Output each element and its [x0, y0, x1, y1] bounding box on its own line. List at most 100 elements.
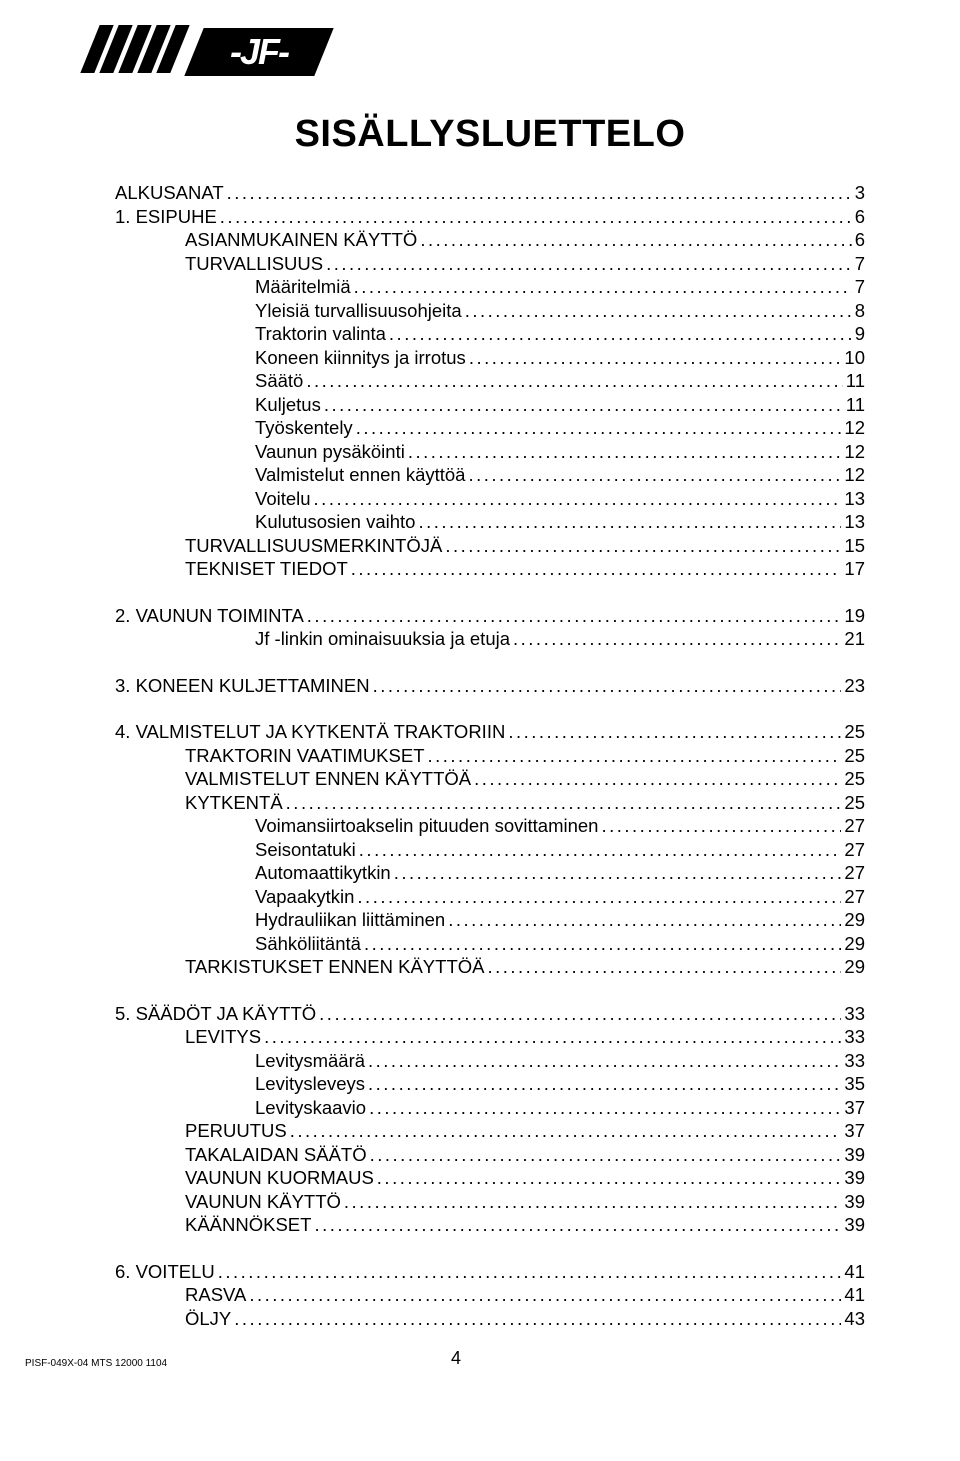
toc-entry-page: 39	[844, 1166, 865, 1190]
footer: PISF-049X-04 MTS 12000 1104 4	[0, 1330, 960, 1369]
toc-entry: Kulutusosien vaihto 13	[255, 510, 865, 534]
toc-entry-page: 15	[844, 534, 865, 558]
toc-leader-dots	[389, 322, 852, 346]
toc-leader-dots	[418, 510, 841, 534]
toc-leader-dots	[368, 1049, 841, 1073]
toc-entry-page: 25	[844, 791, 865, 815]
toc-entry: Sähköliitäntä29	[255, 932, 865, 956]
toc-entry: 5. SÄÄDÖT JA KÄYTTÖ33	[115, 1002, 865, 1026]
logo-stripes	[90, 25, 185, 78]
toc-entry: ÖLJY43	[185, 1307, 865, 1331]
toc-leader-dots	[448, 908, 841, 932]
toc-entry-page: 37	[844, 1119, 865, 1143]
toc-entry-page: 27	[844, 814, 865, 838]
toc-section-gap	[115, 651, 865, 674]
toc-leader-dots	[351, 557, 842, 581]
toc: ALKUSANAT31. ESIPUHE6ASIANMUKAINEN KÄYTT…	[115, 181, 865, 1330]
toc-entry-label: Kulutusosien vaihto	[255, 510, 415, 534]
toc-entry: TAKALAIDAN SÄÄTÖ39	[185, 1143, 865, 1167]
toc-entry: KÄÄNNÖKSET39	[185, 1213, 865, 1237]
toc-entry-label: RASVA	[185, 1283, 246, 1307]
toc-entry-page: 3	[855, 181, 865, 205]
toc-entry-label: KYTKENTÄ	[185, 791, 283, 815]
toc-entry-page: 41	[844, 1283, 865, 1307]
toc-entry-label: TURVALLISUUSMERKINTÖJÄ	[185, 534, 442, 558]
toc-entry-page: 11	[846, 369, 865, 393]
toc-leader-dots	[314, 1213, 841, 1237]
toc-entry-page: 39	[844, 1190, 865, 1214]
toc-entry: Yleisiä turvallisuusohjeita8	[255, 299, 865, 323]
toc-entry: RASVA 41	[185, 1283, 865, 1307]
toc-entry: Traktorin valinta9	[255, 322, 865, 346]
toc-entry-label: VAUNUN KUORMAUS	[185, 1166, 374, 1190]
toc-entry-label: Levitysmäärä	[255, 1049, 365, 1073]
toc-leader-dots	[513, 627, 841, 651]
toc-entry-page: 7	[855, 275, 865, 299]
toc-leader-dots	[286, 791, 842, 815]
toc-entry-label: Vaunun pysäköinti	[255, 440, 405, 464]
toc-leader-dots	[354, 275, 852, 299]
toc-leader-dots	[290, 1119, 842, 1143]
toc-section-gap	[115, 1237, 865, 1260]
toc-leader-dots	[218, 1260, 842, 1284]
toc-entry: PERUUTUS37	[185, 1119, 865, 1143]
toc-entry-label: Määritelmiä	[255, 275, 351, 299]
toc-leader-dots	[445, 534, 841, 558]
toc-entry: Valmistelut ennen käyttöä12	[255, 463, 865, 487]
toc-entry-label: Levityskaavio	[255, 1096, 366, 1120]
toc-entry: VAUNUN KUORMAUS 39	[185, 1166, 865, 1190]
toc-leader-dots	[319, 1002, 841, 1026]
toc-entry-page: 10	[844, 346, 865, 370]
toc-entry: Määritelmiä 7	[255, 275, 865, 299]
toc-entry-page: 43	[844, 1307, 865, 1331]
toc-entry: VAUNUN KÄYTTÖ39	[185, 1190, 865, 1214]
toc-entry: Levityskaavio37	[255, 1096, 865, 1120]
toc-entry: TRAKTORIN VAATIMUKSET25	[185, 744, 865, 768]
toc-entry: Automaattikytkin 27	[255, 861, 865, 885]
toc-entry-label: TEKNISET TIEDOT	[185, 557, 348, 581]
toc-entry-label: 6. VOITELU	[115, 1260, 215, 1284]
toc-leader-dots	[324, 393, 843, 417]
toc-entry-label: Automaattikytkin	[255, 861, 391, 885]
toc-entry: Seisontatuki27	[255, 838, 865, 862]
toc-leader-dots	[368, 1072, 841, 1096]
toc-entry: Säätö11	[255, 369, 865, 393]
toc-entry-label: LEVITYS	[185, 1025, 261, 1049]
toc-entry-page: 12	[844, 440, 865, 464]
toc-entry-label: TURVALLISUUS	[185, 252, 323, 276]
toc-section-gap	[115, 979, 865, 1002]
toc-entry-label: Jf -linkin ominaisuuksia ja etuja	[255, 627, 510, 651]
toc-entry-page: 29	[844, 908, 865, 932]
toc-entry: Vaunun pysäköinti 12	[255, 440, 865, 464]
toc-entry-label: ALKUSANAT	[115, 181, 224, 205]
toc-entry-label: Sähköliitäntä	[255, 932, 361, 956]
toc-entry: ALKUSANAT 3	[115, 181, 865, 205]
toc-entry: 3. KONEEN KULJETTAMINEN23	[115, 674, 865, 698]
toc-entry-page: 27	[844, 861, 865, 885]
toc-leader-dots	[508, 720, 841, 744]
toc-entry-page: 27	[844, 885, 865, 909]
toc-leader-dots	[234, 1307, 841, 1331]
toc-entry-label: ASIANMUKAINEN KÄYTTÖ	[185, 228, 417, 252]
page-title: SISÄLLYSLUETTELO	[115, 113, 865, 156]
toc-entry-page: 13	[844, 510, 865, 534]
toc-entry: Voitelu13	[255, 487, 865, 511]
toc-leader-dots	[359, 838, 842, 862]
logo-text: -JF-	[194, 28, 324, 76]
toc-entry: 4. VALMISTELUT JA KYTKENTÄ TRAKTORIIN25	[115, 720, 865, 744]
toc-entry-page: 6	[855, 228, 865, 252]
toc-entry-label: Traktorin valinta	[255, 322, 386, 346]
toc-leader-dots	[356, 416, 842, 440]
toc-entry-page: 39	[844, 1143, 865, 1167]
toc-entry: LEVITYS33	[185, 1025, 865, 1049]
toc-leader-dots	[408, 440, 842, 464]
toc-entry-page: 12	[844, 416, 865, 440]
toc-entry-page: 13	[844, 487, 865, 511]
toc-leader-dots	[249, 1283, 841, 1307]
toc-entry-page: 8	[855, 299, 865, 323]
toc-leader-dots	[364, 932, 841, 956]
toc-entry-page: 6	[855, 205, 865, 229]
toc-entry: TURVALLISUUSMERKINTÖJÄ 15	[185, 534, 865, 558]
toc-entry-page: 35	[844, 1072, 865, 1096]
footer-page-number: 4	[167, 1348, 745, 1369]
